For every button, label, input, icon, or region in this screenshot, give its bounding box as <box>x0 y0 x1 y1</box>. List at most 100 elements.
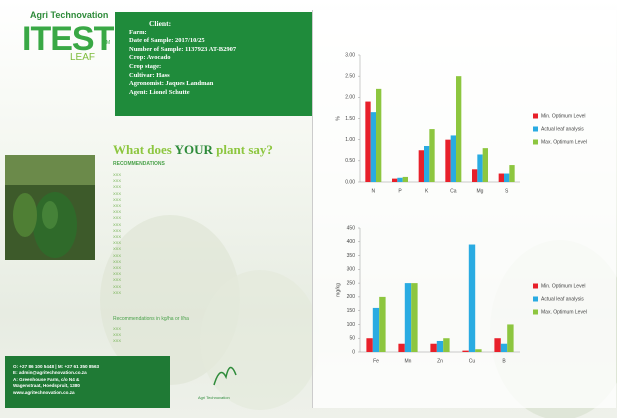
legend-swatch <box>533 127 538 132</box>
bar <box>371 112 376 182</box>
bar <box>462 351 468 352</box>
recommendation-item: XXX <box>113 222 121 228</box>
client-info-line: Cultivar: Hass <box>129 72 312 81</box>
heading: What does YOUR plant say? <box>113 142 273 158</box>
client-info-line: Agronomist: Jaques Landman <box>129 80 312 89</box>
contact-line: www.agritechnovation.co.za <box>13 390 170 396</box>
bar <box>411 283 417 352</box>
client-info-line: Crop stage: <box>129 63 312 72</box>
bar <box>397 178 402 182</box>
x-tick-label: P <box>398 188 402 194</box>
client-info-line: Number of Sample: 1137923 AT-B2907 <box>129 46 312 55</box>
bar <box>443 338 449 352</box>
x-tick-label: Mg <box>477 188 484 194</box>
legend-label: Min. Optimum Level <box>541 113 585 119</box>
bar <box>499 174 504 182</box>
client-info-line: Date of Sample: 2017/10/25 <box>129 37 312 46</box>
footer-logo: Agri Technovation <box>198 395 230 400</box>
bar <box>451 135 456 182</box>
recommendation-item: XXX <box>113 290 121 296</box>
recommendations-title: RECOMMENDATIONS <box>113 161 165 167</box>
x-tick-label: S <box>505 188 509 194</box>
y-tick-label: 0 <box>352 349 355 355</box>
legend-label: Actual leaf analysis <box>541 296 584 302</box>
y-tick-label: 450 <box>347 225 356 231</box>
x-tick-label: Cu <box>469 358 476 364</box>
recommendation-item: XXX <box>113 284 121 290</box>
y-tick-label: 2.50 <box>345 73 355 79</box>
legend-swatch <box>533 114 538 119</box>
client-info-line: Client: <box>129 20 312 29</box>
heading-text: What does <box>113 142 175 157</box>
client-info-line: Farm: <box>129 29 312 38</box>
legend-swatch <box>533 284 538 289</box>
client-info-line: Crop: Avocado <box>129 54 312 63</box>
bar <box>419 150 424 182</box>
bar <box>376 89 381 182</box>
legend-swatch <box>533 140 538 145</box>
y-axis-label: % <box>335 116 341 121</box>
recommendation-item: XXX <box>113 215 121 221</box>
y-tick-label: 350 <box>347 253 356 259</box>
bar <box>398 344 404 352</box>
y-tick-label: 2.00 <box>345 95 355 101</box>
bar <box>424 146 429 182</box>
x-tick-label: B <box>502 358 506 364</box>
heading-text: plant say? <box>213 142 273 157</box>
recommendations-subtitle: Recommendations in kg/ha or l/ha <box>113 316 189 322</box>
y-tick-label: 1.50 <box>345 116 355 122</box>
x-tick-label: K <box>425 188 429 194</box>
trademark: TM <box>103 40 110 46</box>
recommendation-item: XXX <box>113 184 121 190</box>
y-tick-label: 200 <box>347 294 356 300</box>
legend-label: Max. Optimum Level <box>541 309 587 315</box>
logo: ITEST <box>22 20 113 59</box>
recommendation-item: XXX <box>113 246 121 252</box>
bar <box>430 344 436 352</box>
bar <box>379 297 385 352</box>
recommendation-item: XXX <box>113 253 121 259</box>
legend-label: Actual leaf analysis <box>541 126 584 132</box>
legend-swatch <box>533 310 538 315</box>
y-tick-label: 3.00 <box>345 52 355 58</box>
y-tick-label: 250 <box>347 280 356 286</box>
x-tick-label: Mn <box>405 358 412 364</box>
legend-label: Max. Optimum Level <box>541 139 587 145</box>
bar <box>477 154 482 182</box>
y-tick-label: 150 <box>347 308 356 314</box>
bar <box>507 324 513 352</box>
recommendation-item: XXX <box>113 277 121 283</box>
logo-sub: LEAF <box>70 52 95 63</box>
y-tick-label: 300 <box>347 267 356 273</box>
bar <box>504 174 509 182</box>
bar <box>392 179 397 182</box>
bar <box>509 165 514 182</box>
bar <box>365 102 370 182</box>
report-page: Agri Technovation ITEST TM LEAF Client:F… <box>0 0 617 418</box>
legend-label: Min. Optimum Level <box>541 283 585 289</box>
bar <box>483 148 488 182</box>
bar <box>366 338 372 352</box>
y-tick-label: 100 <box>347 322 356 328</box>
x-tick-label: Fe <box>373 358 379 364</box>
y-axis-label: mg/kg <box>335 283 341 297</box>
bar <box>403 177 408 182</box>
bar <box>501 344 507 352</box>
bar <box>405 283 411 352</box>
bar <box>475 349 481 352</box>
y-tick-label: 400 <box>347 239 356 245</box>
bar <box>472 169 477 182</box>
heading-emphasis: YOUR <box>175 142 213 157</box>
legend-swatch <box>533 297 538 302</box>
bar <box>373 308 379 352</box>
y-tick-label: 0.50 <box>345 158 355 164</box>
bar <box>429 129 434 182</box>
bar <box>469 245 475 352</box>
recommendation-item: XXX <box>113 338 121 344</box>
bar <box>456 76 461 182</box>
